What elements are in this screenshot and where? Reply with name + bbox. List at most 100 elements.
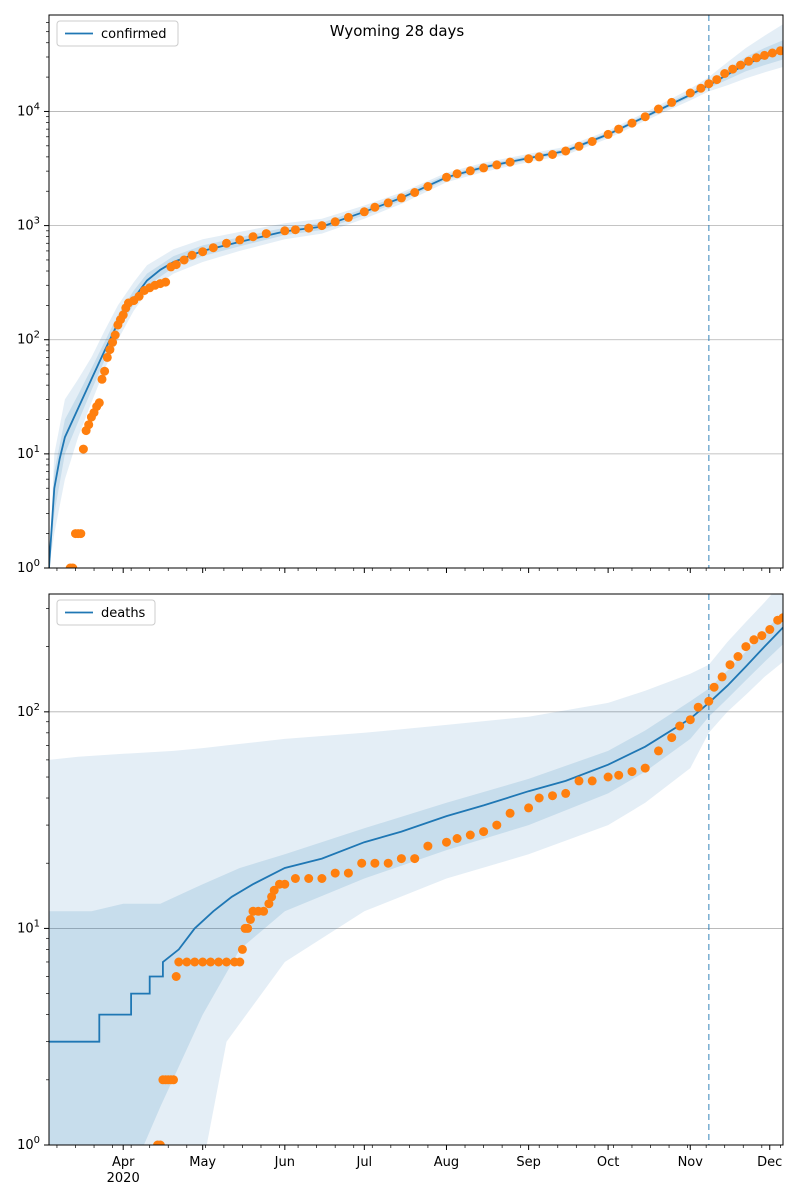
confirmed-observed-point [505, 157, 515, 167]
x-tick-label: Apr [112, 1155, 135, 1170]
confirmed-observed-point [208, 243, 218, 253]
confirmed-observed-point [290, 225, 300, 235]
deaths-observed-point [290, 874, 300, 883]
deaths-observed-point [190, 957, 200, 967]
confirmed-observed-point [110, 330, 120, 340]
confirmed-observed-point [423, 182, 433, 191]
x-tick-label: Aug [434, 1155, 459, 1170]
deaths-axes-frame [48, 593, 784, 1146]
confirmed-observed-point [261, 229, 271, 239]
deaths-observed-point [757, 631, 767, 641]
confirmed-observed-point [280, 226, 290, 236]
deaths-y-tick-label: 101 [17, 918, 40, 936]
confirmed-observed-point [524, 154, 534, 164]
deaths-observed-point [343, 868, 353, 878]
deaths-band-outer [49, 594, 783, 1145]
deaths-observed-point [654, 746, 663, 756]
deaths-observed-point [182, 957, 192, 967]
deaths-observed-point [235, 957, 245, 967]
deaths-observed-point [304, 874, 314, 883]
deaths-observed-point [370, 858, 380, 868]
x-tick-label: Nov [678, 1155, 704, 1170]
deaths-observed-point [243, 923, 253, 933]
deaths-observed-point [479, 827, 489, 837]
confirmed-observed-point [76, 529, 86, 539]
deaths-observed-point [442, 837, 451, 847]
confirmed-observed-point [736, 60, 746, 70]
deaths-observed-point [280, 879, 290, 889]
deaths-observed-point [587, 776, 597, 786]
deaths-observed-point [709, 682, 719, 692]
deaths-observed-point [749, 635, 759, 645]
deaths-observed-point [452, 834, 462, 843]
confirmed-observed-point [68, 563, 78, 568]
deaths-observed-point [614, 770, 624, 780]
confirmed-y-tick-label: 104 [17, 101, 40, 119]
confirmed-observed-point [775, 46, 783, 56]
deaths-observed-point [410, 854, 420, 864]
confirmed-observed-point [640, 112, 650, 122]
confirmed-observed-point [654, 104, 663, 114]
deaths-legend [56, 599, 156, 626]
confirmed-observed-point [198, 247, 208, 257]
confirmed-y-tick-label: 100 [17, 558, 40, 576]
confirmed-observed-point [479, 163, 489, 173]
confirmed-observed-point [704, 79, 714, 89]
x-tick-label: May [189, 1155, 216, 1170]
confirmed-observed-point [330, 217, 340, 227]
x-tick-label: Jul [355, 1155, 372, 1170]
deaths-observed-point [317, 874, 327, 883]
confirmed-observed-point [84, 420, 94, 430]
deaths-observed-point [330, 868, 340, 878]
confirmed-observed-point [108, 337, 118, 347]
confirmed-observed-point [179, 255, 189, 265]
confirmed-observed-point [442, 172, 451, 182]
deaths-observed-point [534, 793, 544, 803]
confirmed-y-tick-label: 102 [17, 330, 40, 348]
confirmed-observed-point [561, 146, 571, 156]
deaths-observed-point [259, 906, 269, 916]
deaths-observed-point [640, 763, 650, 773]
confirmed-observed-point [744, 56, 754, 66]
confirmed-observed-point [614, 124, 624, 134]
deaths-y-tick-label: 102 [17, 702, 40, 720]
x-tick-label: Jun [274, 1155, 295, 1170]
deaths-observed-point [222, 957, 231, 967]
confirmed-observed-point [383, 198, 393, 208]
deaths-observed-point [725, 660, 735, 670]
deaths-observed-point [675, 721, 685, 731]
deaths-observed-point [717, 672, 727, 682]
confirmed-observed-point [100, 366, 110, 376]
confirmed-observed-point [359, 207, 369, 217]
confirmed-observed-point [696, 83, 706, 93]
chart-title: Wyoming 28 days [330, 22, 465, 40]
deaths-observed-point [603, 772, 613, 782]
confirmed-observed-point [222, 238, 231, 248]
x-tick-label: Oct [597, 1155, 619, 1170]
deaths-observed-point [198, 957, 208, 967]
confirmed-observed-point [728, 64, 738, 74]
confirmed-observed-point [317, 221, 327, 231]
confirmed-observed-point [410, 188, 420, 197]
confirmed-band-inner [49, 40, 783, 568]
deaths-model-line [49, 626, 783, 1043]
confirmed-observed-point [343, 212, 353, 222]
confirmed-observed-point [603, 129, 613, 139]
deaths-observed-point [214, 957, 224, 967]
deaths-observed-point [465, 830, 475, 840]
deaths-observed-point [627, 767, 637, 777]
confirmed-observed-point [534, 152, 544, 162]
deaths-observed-point [505, 808, 515, 818]
confirmed-observed-point [187, 250, 197, 260]
deaths-observed-point [396, 854, 406, 864]
deaths-observed-point [574, 776, 584, 786]
confirmed-observed-point [118, 310, 128, 320]
confirmed-observed-point [248, 232, 258, 242]
deaths-observed-point [778, 613, 783, 623]
deaths-observed-point [685, 715, 695, 725]
confirmed-observed-point [102, 352, 112, 362]
deaths-legend-label: deaths [101, 606, 146, 621]
confirmed-observed-point [396, 193, 406, 203]
confirmed-axes-frame [48, 14, 784, 569]
confirmed-observed-point [627, 118, 637, 128]
